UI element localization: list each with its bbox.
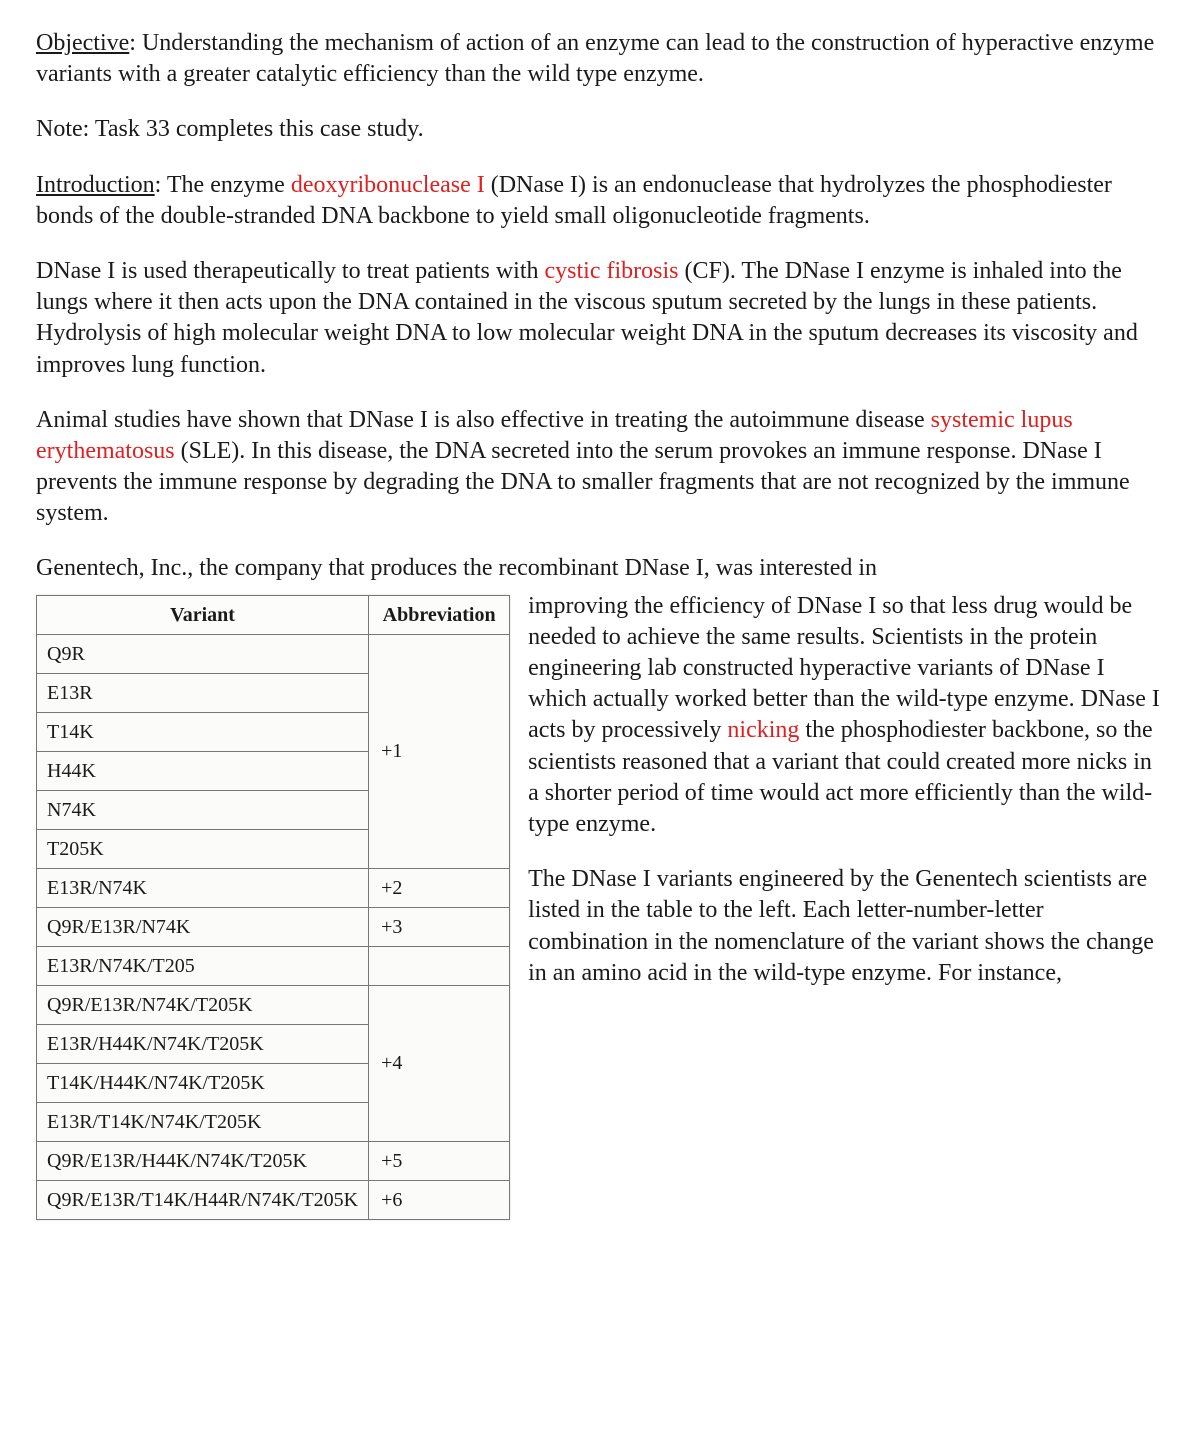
variant-cell: Q9R/E13R/T14K/H44R/N74K/T205K <box>37 1180 369 1219</box>
table-row: E13R/N74K/T205 <box>37 946 510 985</box>
genentech-lead-in: Genentech, Inc., the company that produc… <box>36 553 1164 584</box>
table-row: Q9R/E13R/N74K/T205K+4 <box>37 985 510 1024</box>
table-and-text-wrap: Variant Abbreviation Q9R+1E13RT14KH44KN7… <box>36 591 1164 1230</box>
table-row: Q9R/E13R/N74K+3 <box>37 907 510 946</box>
abbreviation-cell: +5 <box>369 1141 510 1180</box>
sle-post: (SLE). In this disease, the DNA secreted… <box>36 438 1130 526</box>
variant-cell: N74K <box>37 790 369 829</box>
objective-label: Objective <box>36 30 129 56</box>
variant-cell: T14K <box>37 712 369 751</box>
abbreviation-cell: +2 <box>369 868 510 907</box>
cystic-fibrosis-link[interactable]: cystic fibrosis <box>545 258 679 284</box>
variant-cell: Q9R <box>37 634 369 673</box>
objective-text: : Understanding the mechanism of action … <box>36 30 1154 87</box>
variant-cell: E13R/N74K/T205 <box>37 946 369 985</box>
table-row: E13R/N74K+2 <box>37 868 510 907</box>
sle-paragraph: Animal studies have shown that DNase I i… <box>36 405 1164 530</box>
table-row: Q9R/E13R/T14K/H44R/N74K/T205K+6 <box>37 1180 510 1219</box>
variant-cell: E13R <box>37 673 369 712</box>
table-row: Q9R+1 <box>37 634 510 673</box>
table-header-row: Variant Abbreviation <box>37 595 510 634</box>
variant-cell: T14K/H44K/N74K/T205K <box>37 1063 369 1102</box>
table-row: Q9R/E13R/H44K/N74K/T205K+5 <box>37 1141 510 1180</box>
variant-cell: H44K <box>37 751 369 790</box>
variant-cell: T205K <box>37 829 369 868</box>
abbreviation-cell: +4 <box>369 985 510 1141</box>
variants-table: Variant Abbreviation Q9R+1E13RT14KH44KN7… <box>36 595 510 1220</box>
variant-cell: Q9R/E13R/N74K <box>37 907 369 946</box>
objective-paragraph: Objective: Understanding the mechanism o… <box>36 28 1164 90</box>
abbreviation-cell: +1 <box>369 634 510 868</box>
header-abbreviation: Abbreviation <box>369 595 510 634</box>
header-variant: Variant <box>37 595 369 634</box>
intro-pre: : The enzyme <box>155 172 291 198</box>
note-paragraph: Note: Task 33 completes this case study. <box>36 114 1164 145</box>
abbreviation-cell <box>369 946 510 985</box>
variant-cell: E13R/N74K <box>37 868 369 907</box>
cf-pre: DNase I is used therapeutically to treat… <box>36 258 545 284</box>
cf-paragraph: DNase I is used therapeutically to treat… <box>36 256 1164 381</box>
abbreviation-cell: +3 <box>369 907 510 946</box>
variant-cell: Q9R/E13R/H44K/N74K/T205K <box>37 1141 369 1180</box>
variant-cell: Q9R/E13R/N74K/T205K <box>37 985 369 1024</box>
deoxyribonuclease-link[interactable]: deoxyribonuclease I <box>291 172 485 198</box>
introduction-paragraph: Introduction: The enzyme deoxyribonuclea… <box>36 170 1164 232</box>
sle-pre: Animal studies have shown that DNase I i… <box>36 407 931 433</box>
introduction-label: Introduction <box>36 172 155 198</box>
variant-cell: E13R/T14K/N74K/T205K <box>37 1102 369 1141</box>
abbreviation-cell: +6 <box>369 1180 510 1219</box>
nicking-link[interactable]: nicking <box>727 717 799 743</box>
variant-cell: E13R/H44K/N74K/T205K <box>37 1024 369 1063</box>
